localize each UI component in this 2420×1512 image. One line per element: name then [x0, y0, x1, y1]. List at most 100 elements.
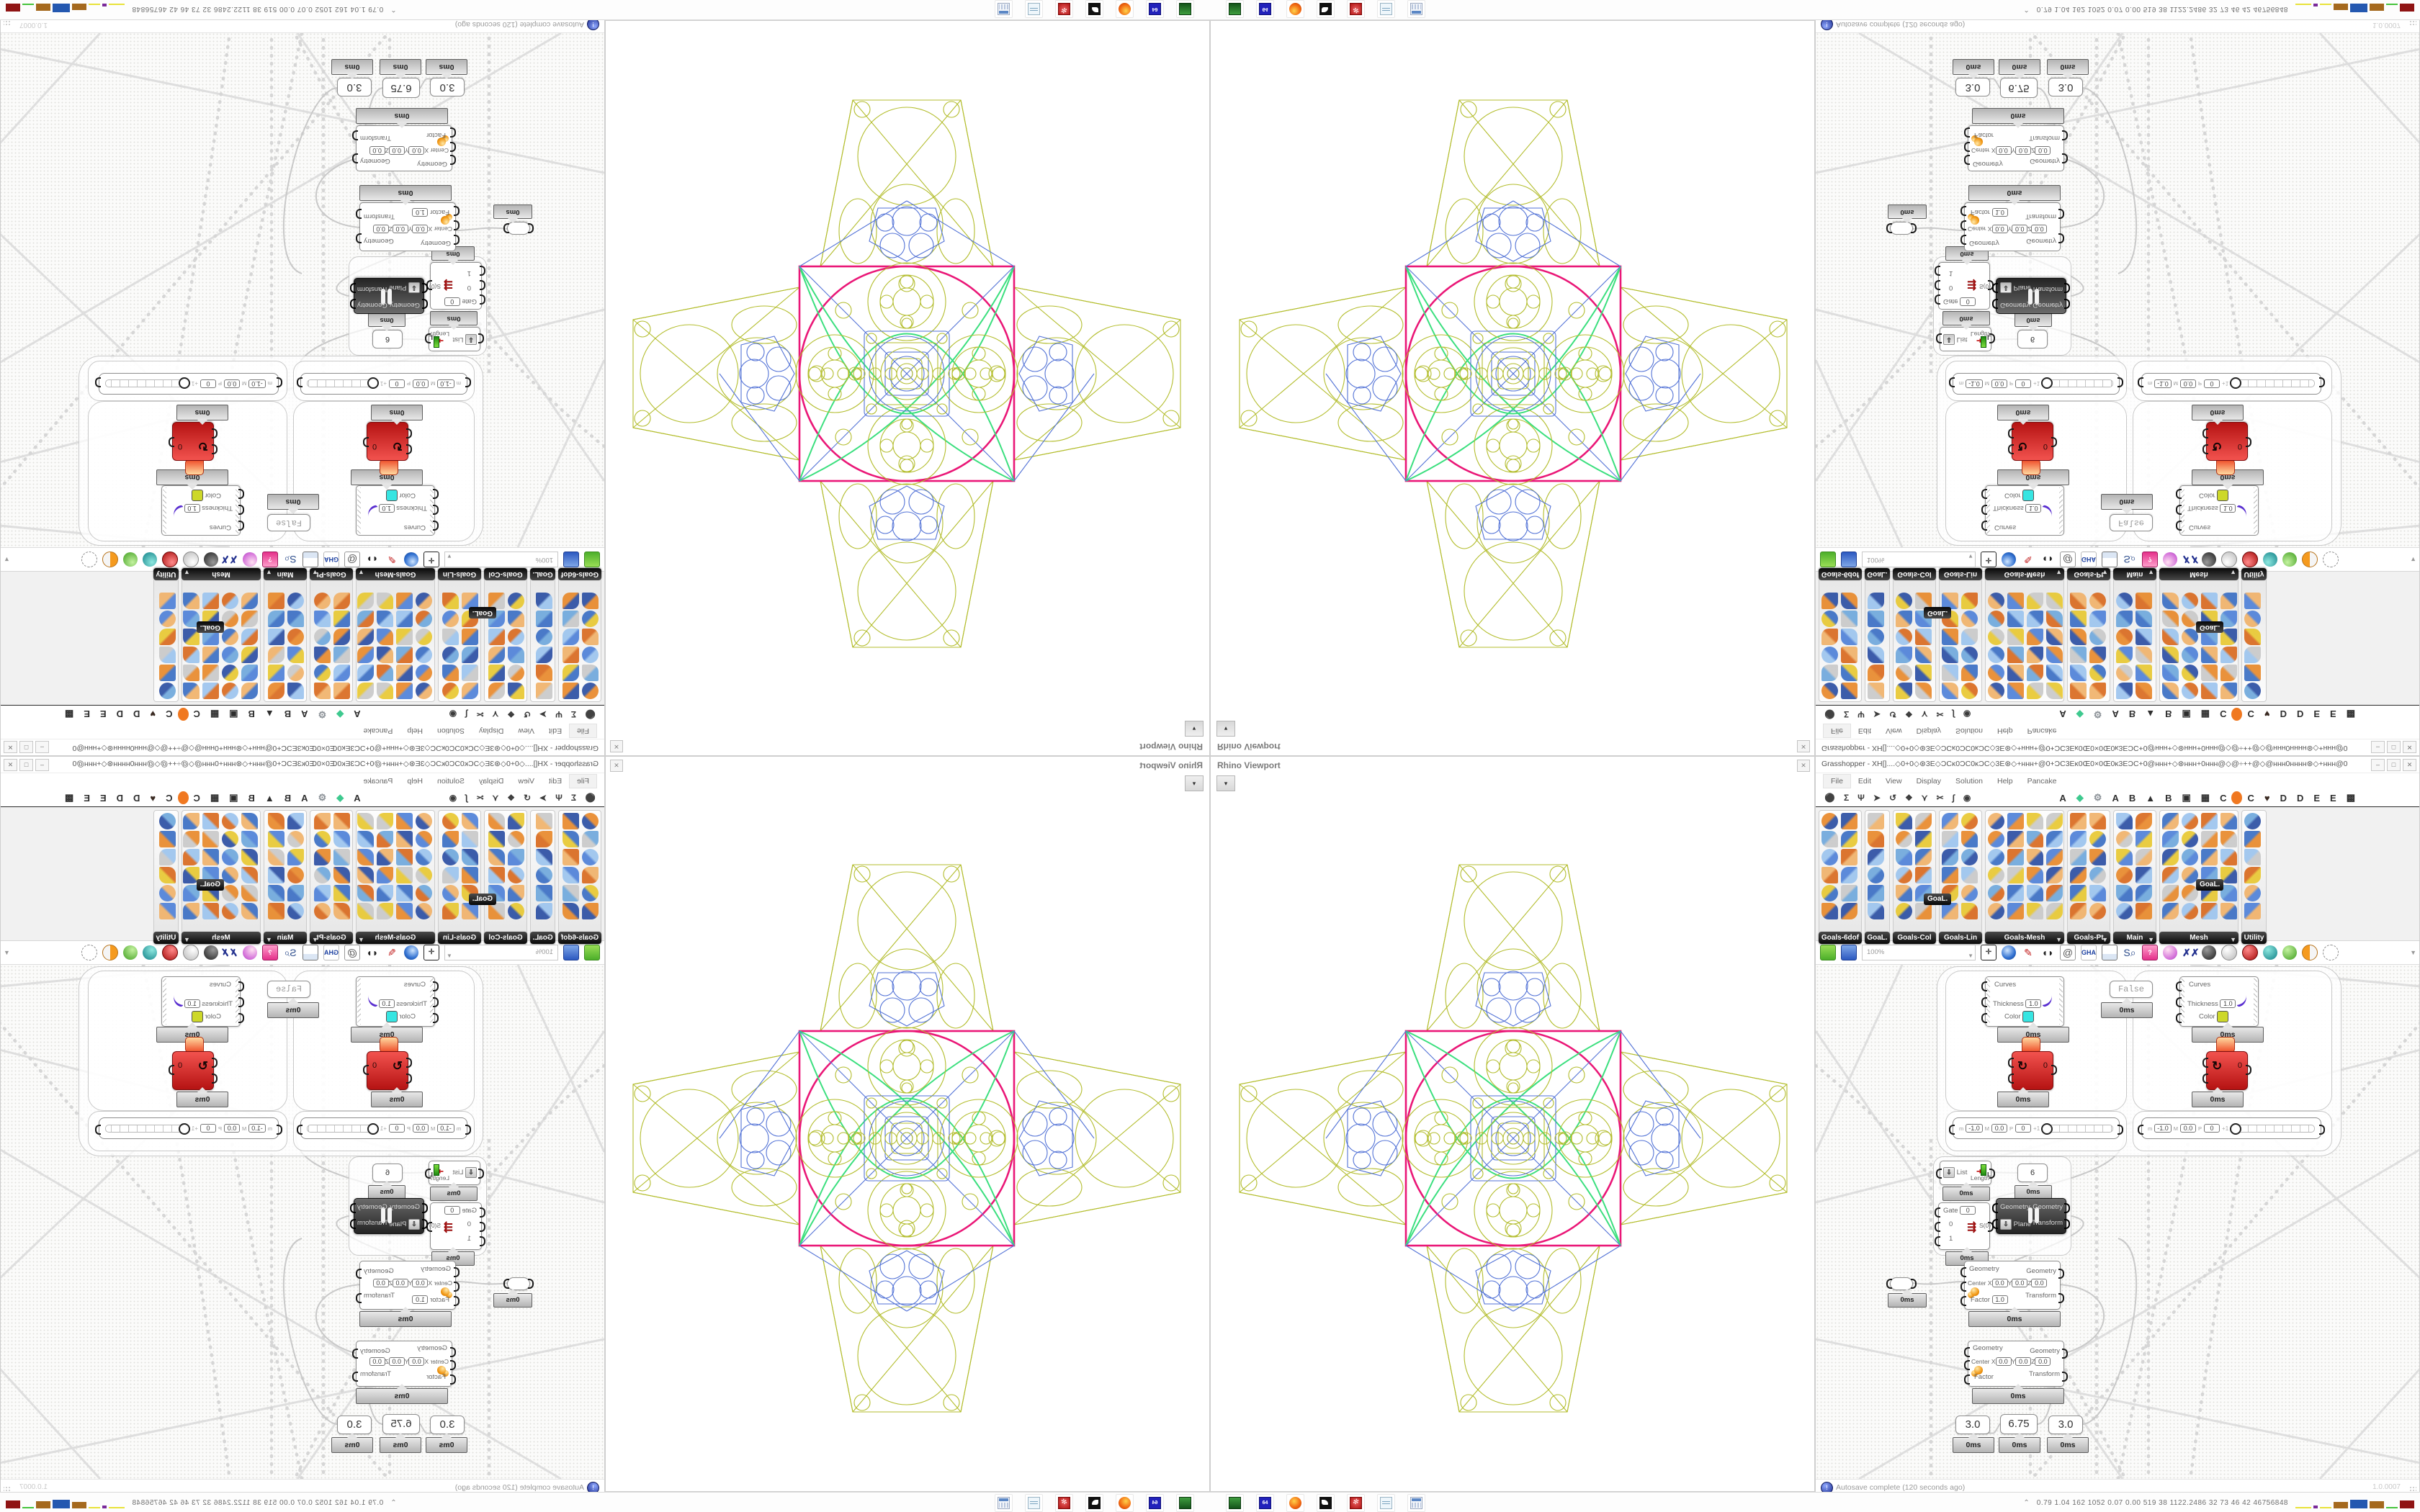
ribbon-icon[interactable]: [1868, 665, 1884, 681]
ribbon-icon[interactable]: [1841, 611, 1857, 627]
viewport-menu-button[interactable]: ▾: [1216, 721, 1235, 737]
ribbon-icon[interactable]: [268, 611, 284, 627]
grasshopper-canvas[interactable]: Curves Thickness 1.0 Color 0ms Curves Th…: [1, 965, 604, 1479]
kangaroo-solver-component[interactable]: ↻ 0: [363, 1051, 412, 1090]
ribbon-icon[interactable]: [508, 647, 524, 663]
category-tab[interactable]: E: [2330, 708, 2336, 720]
ribbon-icon[interactable]: [416, 629, 432, 645]
ribbon-icon[interactable]: [268, 665, 284, 681]
toolbar-glyph-icon[interactable]: ∫: [1952, 793, 1955, 803]
category-tab[interactable]: D: [133, 708, 140, 720]
ribbon-icon[interactable]: [287, 629, 304, 645]
ribbon-icon[interactable]: [183, 849, 200, 865]
relay-component[interactable]: [1886, 222, 1917, 235]
ribbon-icon[interactable]: [2201, 831, 2218, 847]
ribbon-icon[interactable]: [1841, 867, 1857, 883]
ribbon-icon[interactable]: [2244, 831, 2261, 847]
annotation-icon[interactable]: @: [344, 945, 360, 960]
sketch-pen-icon[interactable]: ✎: [2024, 947, 2033, 958]
toolbar-glyph-icon[interactable]: ⋎: [1921, 709, 1928, 719]
toolbar-glyph-icon[interactable]: ❖: [1905, 709, 1913, 719]
close-icon[interactable]: ✕: [610, 740, 623, 752]
ribbon-icon[interactable]: [241, 831, 258, 847]
close-button[interactable]: ✕: [4, 741, 17, 753]
search-icon[interactable]: S⌕: [2123, 554, 2136, 565]
ribbon-icon[interactable]: [2007, 813, 2024, 829]
cluster-dark-icon[interactable]: [2202, 552, 2216, 567]
relay-component[interactable]: [1886, 1277, 1917, 1290]
gift-box-icon[interactable]: ?: [262, 552, 278, 567]
ribbon-icon[interactable]: [2136, 629, 2152, 645]
ribbon-icon[interactable]: [1821, 647, 1838, 663]
ribbon-icon[interactable]: [268, 593, 284, 609]
menu-solution[interactable]: Solution: [1955, 726, 1983, 735]
ribbon-icon[interactable]: [1988, 903, 2004, 919]
ribbon-icon[interactable]: [1896, 629, 1912, 645]
category-tab[interactable]: A: [2059, 708, 2066, 720]
ribbon-icon[interactable]: [268, 867, 284, 883]
ribbon-icon[interactable]: [2027, 867, 2043, 883]
gift-box-icon[interactable]: ?: [2142, 552, 2158, 567]
bake-icon[interactable]: ◖◗: [366, 554, 379, 565]
ribbon-icon[interactable]: [488, 867, 505, 883]
ribbon-icon[interactable]: [508, 885, 524, 901]
ribbon-icon[interactable]: [287, 849, 304, 865]
ribbon-overflow-button[interactable]: GoaL.: [196, 879, 224, 891]
precision-value[interactable]: 0: [388, 379, 405, 388]
ribbon-icon[interactable]: [2162, 885, 2179, 901]
save-file-icon[interactable]: [1841, 945, 1857, 960]
custom-preview-component[interactable]: Curves Thickness 1.0 Color: [161, 976, 244, 1027]
ribbon-icon[interactable]: [377, 665, 393, 681]
ribbon-overflow-button[interactable]: GoaL.: [196, 621, 224, 633]
ribbon-icon[interactable]: [241, 665, 258, 681]
taskbar-icon-floppy64[interactable]: 64: [1146, 0, 1164, 18]
custom-preview-component[interactable]: Curves Thickness 1.0 Color: [356, 976, 439, 1027]
teal-sphere-icon[interactable]: [143, 945, 157, 960]
ribbon-icon[interactable]: [1942, 683, 1958, 699]
category-tab[interactable]: ◆: [2076, 709, 2084, 720]
ribbon-icon[interactable]: [2162, 831, 2179, 847]
ribbon-icon[interactable]: [396, 611, 413, 627]
ribbon-icon[interactable]: [2007, 903, 2024, 919]
menu-help[interactable]: Help: [1996, 726, 2013, 735]
gift-box-icon[interactable]: ?: [2142, 945, 2158, 960]
ribbon-icon[interactable]: [536, 813, 552, 829]
toolbar-glyph-icon[interactable]: ⚫: [585, 793, 596, 803]
ribbon-icon[interactable]: [357, 683, 374, 699]
ribbon-icon[interactable]: [2182, 831, 2198, 847]
ribbon-icon[interactable]: [1915, 629, 1932, 645]
ribbon-icon[interactable]: [241, 813, 258, 829]
ribbon-icon[interactable]: [2244, 683, 2261, 699]
green-sphere-icon[interactable]: [123, 945, 138, 960]
menu-display[interactable]: Display: [1916, 726, 1942, 735]
taskbar-icon-firefox[interactable]: [1286, 1494, 1304, 1512]
ribbon-icon[interactable]: [1961, 885, 1978, 901]
taskbar-icon-notepad[interactable]: [1377, 0, 1395, 18]
ribbon-icon[interactable]: [1821, 611, 1838, 627]
toolbar-glyph-icon[interactable]: ❖: [507, 793, 515, 803]
ribbon-icon[interactable]: [508, 611, 524, 627]
custom-preview-component[interactable]: Curves Thickness 1.0 Color: [356, 485, 439, 536]
ribbon-icon[interactable]: [159, 867, 176, 883]
ribbon-icon[interactable]: [1961, 593, 1978, 609]
list-length-component[interactable]: ⇩ List ➜ L Length: [425, 327, 484, 351]
ribbon-icon[interactable]: [333, 683, 350, 699]
number-slider[interactable]: 3.0: [430, 1416, 465, 1434]
ribbon-icon[interactable]: [582, 629, 599, 645]
number-slider[interactable]: 6.75: [2000, 1414, 2038, 1434]
ribbon-icon[interactable]: [333, 831, 350, 847]
ribbon-group-label[interactable]: Goals-6dof: [558, 568, 601, 580]
selection-ellipse-icon[interactable]: [2323, 552, 2339, 567]
slider-track[interactable]: [307, 1122, 379, 1135]
ribbon-icon[interactable]: [2070, 611, 2087, 627]
galapagos-icon[interactable]: ✗✗: [2182, 947, 2200, 958]
solver-flag[interactable]: [2022, 459, 2040, 475]
gift-box-icon[interactable]: ?: [262, 945, 278, 960]
max-value[interactable]: 0.0: [412, 379, 429, 388]
ribbon-group-label[interactable]: Main ▼: [2113, 568, 2156, 580]
boolean-toggle[interactable]: False: [267, 514, 310, 531]
ribbon-group-label[interactable]: Goals-Pt ▼: [310, 932, 353, 944]
ribbon-group-label[interactable]: Mesh ▼: [2159, 568, 2238, 580]
ribbon-icon[interactable]: [2046, 849, 2063, 865]
ribbon-icon[interactable]: [2007, 831, 2024, 847]
